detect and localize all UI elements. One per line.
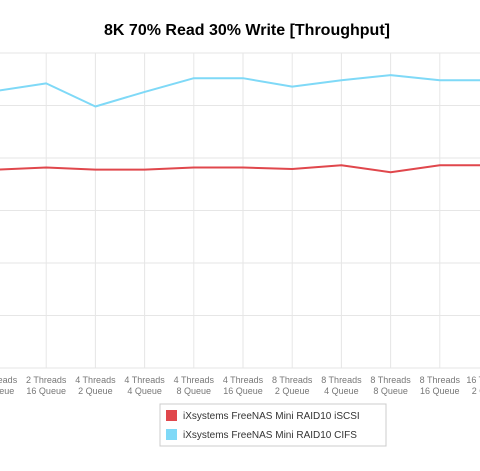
series-line-cifs [0, 74, 480, 108]
x-tick-label: 4 Threads 16 Queue [223, 375, 264, 396]
x-tick-label: 4 Threads 4 Queue [124, 375, 165, 396]
legend-label-cifs: iXsystems FreeNAS Mini RAID10 CIFS [183, 430, 357, 441]
x-tick-label: 8 Threads 16 Queue [420, 375, 461, 396]
grid [0, 52, 480, 369]
series-line-iscsi [0, 164, 480, 174]
x-tick-label: 8 Threads 2 Queue [272, 375, 313, 396]
x-tick-label: 8 Threads 4 Queue [321, 375, 362, 396]
chart-title: 8K 70% Read 30% Write [Throughput] [104, 22, 390, 39]
x-tick-label: 4 Threads 8 Queue [174, 375, 215, 396]
legend-box [159, 403, 387, 447]
legend-swatch-iscsi [166, 410, 177, 421]
x-tick-label: 8 Threads 8 Queue [370, 375, 411, 396]
legend-swatch-cifs [166, 429, 177, 440]
legend-label-iscsi: iXsystems FreeNAS Mini RAID10 iSCSI [183, 411, 360, 422]
x-tick-label: 2 Threads 16 Queue [26, 375, 67, 396]
legend: iXsystems FreeNAS Mini RAID10 iSCSI iXsy… [159, 403, 387, 447]
x-tick-label: 4 Threads 2 Queue [75, 375, 116, 396]
series-layer [0, 74, 480, 174]
